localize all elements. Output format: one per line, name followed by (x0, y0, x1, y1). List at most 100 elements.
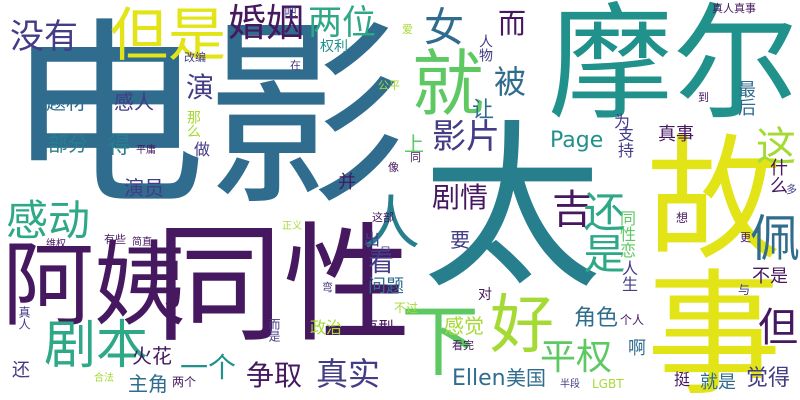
word-jianzhi: 简直 (132, 237, 152, 248)
word-ai: 爱 (402, 23, 413, 36)
word-bufen: 部分 (48, 132, 88, 156)
word-zhengzhi: 政治 (310, 318, 343, 337)
word-shenme: 什么 (767, 158, 788, 194)
word-danshi: 但是 (110, 1, 227, 69)
word-yao: 要 (450, 228, 470, 252)
word-zhichi: 支持 (615, 126, 634, 158)
word-kan: 看 (368, 248, 395, 278)
word-xiang2: 想 (676, 211, 689, 225)
word-banduan: 半段 (560, 379, 580, 390)
word-page: Page (550, 128, 604, 153)
word-gaibian: 改编 (184, 51, 206, 64)
word-zhengyi: 正义 (282, 221, 302, 232)
word-pingquan: 平权 (540, 337, 613, 378)
word-dan: 但 (758, 305, 798, 351)
word-renwu: 人物 (477, 34, 493, 62)
word-tai: 太 (422, 105, 603, 314)
word-xia: 下 (388, 300, 478, 378)
word-liangge: 两个 (172, 375, 197, 389)
word-hai: 还 (12, 360, 30, 381)
word-gandong: 感动 (6, 196, 91, 245)
word-zhujiao: 主角 (128, 372, 168, 396)
word-huohua: 火花 (132, 344, 172, 368)
word-ren: 人 (362, 189, 421, 257)
word-zhi: 只 (380, 245, 391, 258)
word-ticai: 题材 (46, 90, 86, 114)
word-weiquan: 维权 (46, 239, 66, 250)
word-zhenren: 真人 (17, 306, 31, 330)
word-tongxinglian: 同性恋 (617, 210, 636, 258)
word-ting: 挺 (674, 370, 691, 389)
word-er: 而 (498, 7, 527, 40)
word-juede: 觉得 (746, 366, 791, 391)
word-yingpian: 影片 (432, 117, 500, 157)
word-wei: 为 (614, 112, 631, 131)
word-rensheng: 人生 (619, 260, 638, 292)
word-rang: 让 (472, 98, 495, 123)
word-quanli: 权利 (320, 39, 348, 55)
word-hao: 好 (490, 289, 554, 363)
word-juben: 剧本 (44, 316, 149, 376)
word-ba: 吧 (283, 6, 297, 18)
word-hunyin: 婚姻 (228, 1, 305, 45)
word-zhe: 这 (749, 125, 795, 165)
word-yanyuan: 演员 (124, 176, 164, 200)
word-geren: 个人 (620, 313, 645, 327)
word-zhenshi: 真实 (316, 355, 381, 393)
word-chu: 出 (364, 230, 381, 249)
word-ganren: 感人 (114, 90, 154, 114)
word-duo: 多 (786, 183, 797, 196)
word-meiguo: 美国 (506, 366, 546, 390)
word-lgbt: LGBT (592, 377, 624, 391)
word-buguo: 不过 (394, 301, 419, 315)
word-meiyou: 没有 (10, 17, 78, 57)
word-liangwei: 两位 (308, 3, 376, 43)
word-jiu: 就 (412, 42, 485, 126)
word-kanwan: 看完 (452, 339, 474, 352)
word-wenti: 问题 (368, 276, 404, 297)
word-ayi: 阿姨 (2, 232, 187, 339)
word-dianying: 电影 (6, 1, 407, 234)
word-nv: 女 (417, 6, 463, 46)
word-moer: 摩尔 (548, 0, 798, 137)
word-bei: 被 (494, 63, 527, 101)
word-ji: 吉 (545, 188, 591, 228)
word-pei: 佩 (742, 212, 800, 262)
word-ershi: 而是 (267, 318, 281, 342)
word-zai: 在 (290, 59, 301, 72)
word-yige: 一个 (180, 351, 237, 384)
word-yan: 演 (186, 71, 215, 104)
word-de: 得 (108, 134, 131, 159)
word-juese: 角色 (574, 306, 619, 331)
word-yu: 与 (738, 283, 751, 297)
word-dao: 到 (698, 91, 709, 104)
word-gushi: 故事 (623, 128, 780, 398)
word-zhebu: 这部 (372, 211, 394, 224)
word-a: 啊 (625, 338, 646, 356)
word-yuanxing: 原型 (362, 318, 395, 337)
word-zhengqu: 争取 (246, 359, 303, 392)
word-dui: 对 (478, 287, 492, 303)
word-zuihou: 最后 (735, 80, 756, 116)
word-tongxing: 同性 (155, 211, 412, 360)
word-juqing: 剧情 (432, 181, 489, 214)
word-bushi: 不是 (752, 266, 788, 287)
word-xiang: 像 (388, 161, 399, 174)
word-ganjue: 感觉 (444, 314, 484, 338)
word-tong: 同 (410, 151, 421, 164)
word-gongping: 公平 (378, 79, 400, 92)
word-wan: 弯 (322, 281, 333, 294)
word-geng: 更 (740, 231, 751, 244)
word-bing: 并 (338, 172, 356, 193)
word-youxie: 有些 (104, 233, 126, 246)
word-jiushi: 就是 (700, 372, 736, 393)
word-shang: 上 (404, 132, 424, 156)
word-pingyong: 平庸 (136, 145, 156, 156)
word-ellen: Ellen (452, 366, 506, 391)
word-name: 那么 (185, 110, 201, 138)
word-zhenshi-small: 真事 (658, 124, 694, 145)
word-zuo: 做 (194, 140, 211, 159)
word-zhenrenzhenshi: 真人真事 (712, 2, 756, 15)
word-hefa: 合法 (94, 373, 114, 384)
